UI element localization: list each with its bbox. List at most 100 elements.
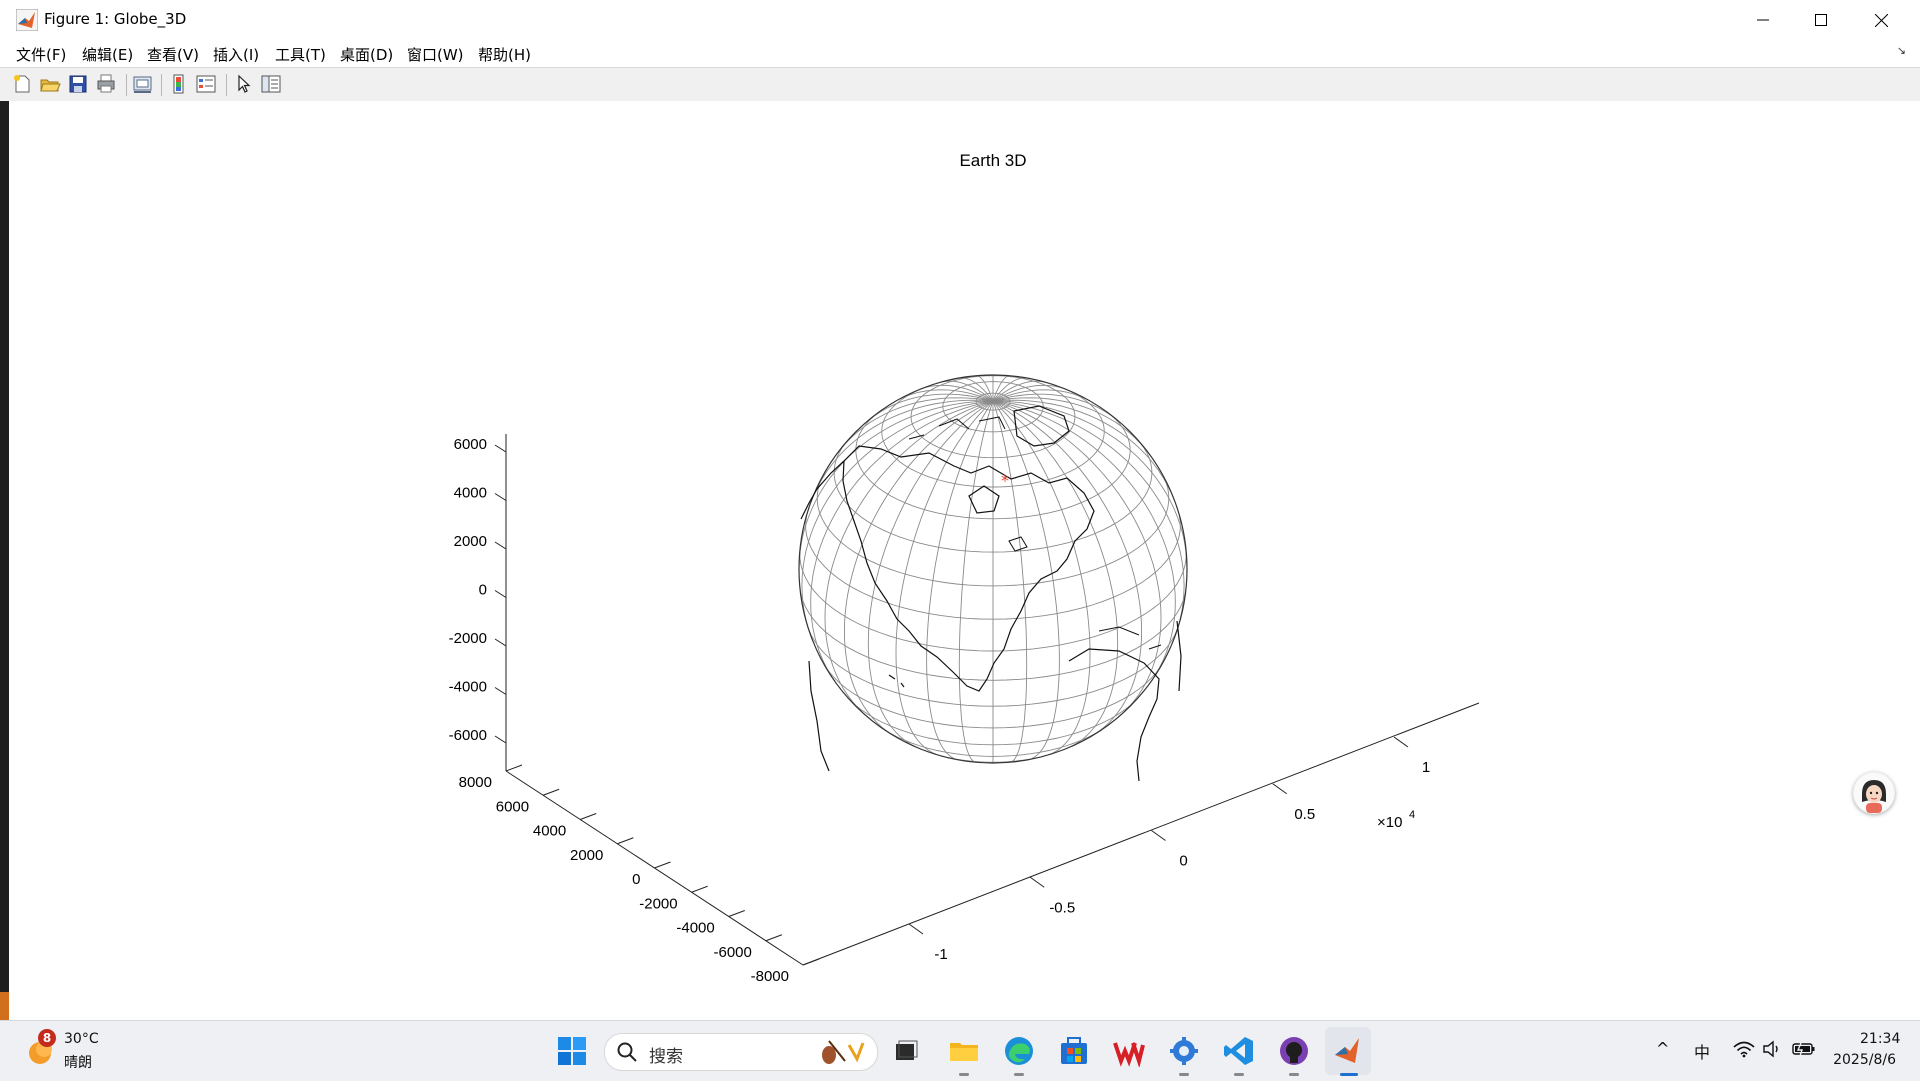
y-tick-label: 0	[632, 871, 640, 888]
coast-alaska	[800, 460, 845, 520]
y-tick-label: 8000	[459, 774, 492, 791]
coast-north-america	[842, 445, 1095, 692]
globe-grid-line	[992, 400, 1028, 763]
search-highlight-violin-icon	[822, 1040, 865, 1064]
x-tick-mark	[1151, 830, 1166, 841]
x-tick-label: -0.5	[1049, 899, 1075, 916]
x-exponent-power: 4	[1409, 809, 1415, 821]
globe-grid-line	[801, 400, 994, 629]
z-tick-label: -4000	[449, 679, 487, 696]
x-axis-line	[802, 702, 1480, 966]
colorbar-icon[interactable]	[168, 73, 190, 95]
z-tick-label: 2000	[454, 533, 487, 550]
globe-grid-line	[867, 393, 994, 421]
figure-window: Figure 1: Globe_3D 文件(F) 编辑(E) 查看(V) 插入(…	[0, 0, 1920, 1020]
battery-icon[interactable]	[1792, 1041, 1816, 1057]
matlab-taskbar-icon[interactable]	[1333, 1035, 1365, 1067]
select-cursor-icon[interactable]	[233, 73, 255, 95]
active-indicator	[1340, 1073, 1358, 1076]
open-file-icon[interactable]	[39, 73, 61, 95]
minimize-button[interactable]	[1734, 0, 1792, 40]
globe-grid-line	[992, 400, 1060, 760]
z-tick-label: -6000	[449, 727, 487, 744]
globe-grid-line	[959, 377, 994, 402]
coast-arctic-islands	[908, 416, 1006, 440]
volume-icon[interactable]	[1762, 1040, 1782, 1058]
z-tick-label: 0	[479, 582, 487, 599]
maximize-button[interactable]	[1792, 0, 1850, 40]
legend-icon[interactable]	[195, 73, 217, 95]
running-indicator	[959, 1073, 969, 1076]
menu-help[interactable]: 帮助(H)	[478, 46, 531, 64]
menu-file[interactable]: 文件(F)	[16, 46, 67, 64]
save-icon[interactable]	[67, 73, 89, 95]
globe-grid-line	[824, 400, 994, 713]
edge-icon[interactable]	[1003, 1035, 1035, 1067]
toolbar-separator	[126, 74, 127, 96]
vscode-icon[interactable]	[1223, 1035, 1255, 1067]
globe-grid-line	[895, 400, 994, 755]
menu-dock-arrow[interactable]: ↘	[1896, 44, 1906, 57]
title-bar: Figure 1: Globe_3D	[0, 0, 1920, 41]
globe-grid-line	[992, 400, 1188, 570]
figure-canvas[interactable]: Earth 3D 6000 4000 2000 0 -2000 -4000 -6000 80…	[9, 101, 1920, 1020]
z-tick-mark	[494, 493, 507, 501]
wps-icon[interactable]	[1113, 1035, 1145, 1067]
y-tick-label: -8000	[751, 968, 789, 985]
globe-grid-line	[810, 399, 994, 502]
clock-time[interactable]: 21:34	[1860, 1031, 1901, 1047]
globe-grid-line	[992, 400, 1185, 629]
globe-grid-line	[992, 400, 1091, 755]
menu-tools[interactable]: 工具(T)	[275, 46, 326, 64]
menu-desktop[interactable]: 桌面(D)	[340, 46, 394, 64]
globe-grid-line	[940, 380, 994, 402]
z-tick-label: 4000	[454, 485, 487, 502]
globe-grid-line	[919, 384, 994, 402]
print-icon[interactable]	[95, 73, 117, 95]
close-button[interactable]	[1852, 0, 1910, 40]
y-tick-label: 4000	[533, 823, 566, 840]
settings-app-icon[interactable]	[1168, 1035, 1200, 1067]
taskbar-search-box[interactable]: 搜索	[604, 1033, 878, 1071]
task-view-icon[interactable]	[890, 1035, 922, 1067]
y-tick-mark	[580, 813, 597, 820]
x-axis-ticks: -1 -0.5 0 0.5 1	[908, 736, 1430, 963]
taskbar: 8 30°C 晴朗 搜索	[0, 1020, 1920, 1081]
menu-view[interactable]: 查看(V)	[147, 46, 199, 64]
store-icon[interactable]	[1058, 1035, 1090, 1067]
menu-edit[interactable]: 编辑(E)	[82, 46, 134, 64]
tray-overflow-chevron[interactable]: ^	[1656, 1039, 1670, 1058]
assistant-avatar[interactable]	[1853, 772, 1895, 814]
ime-indicator[interactable]: 中	[1694, 1043, 1711, 1062]
menu-window[interactable]: 窗口(W)	[407, 46, 464, 64]
file-explorer-icon[interactable]	[948, 1035, 980, 1067]
clock-date[interactable]: 2025/8/6	[1833, 1052, 1896, 1068]
property-inspector-icon[interactable]	[260, 73, 282, 95]
github-desktop-icon[interactable]	[1278, 1035, 1310, 1067]
menu-bar: 文件(F) 编辑(E) 查看(V) 插入(I) 工具(T) 桌面(D) 窗口(W…	[0, 40, 1920, 66]
new-figure-icon[interactable]	[11, 73, 33, 95]
marker-point: *	[1001, 471, 1009, 490]
y-tick-mark	[802, 958, 820, 966]
x-tick-label: 1	[1422, 759, 1430, 776]
menu-insert[interactable]: 插入(I)	[213, 46, 260, 64]
windows-start-icon[interactable]	[556, 1035, 588, 1067]
avatar-icon	[1854, 773, 1894, 813]
wifi-icon[interactable]	[1733, 1040, 1755, 1058]
matlab-icon	[16, 9, 38, 31]
globe-grid-line	[992, 400, 1143, 736]
z-tick-mark	[494, 638, 507, 647]
globe-outline	[798, 374, 1188, 764]
running-indicator	[1179, 1073, 1189, 1076]
running-indicator	[1234, 1073, 1244, 1076]
z-axis-ticks: 6000 4000 2000 0 -2000 -4000 -6000	[449, 436, 507, 744]
y-tick-mark	[617, 837, 634, 845]
y-tick-mark	[765, 934, 783, 942]
weather-badge: 8	[38, 1029, 56, 1047]
z-tick-mark	[494, 541, 507, 550]
link-plot-icon[interactable]	[132, 73, 154, 95]
x-tick-label: -1	[934, 946, 947, 963]
globe-grid-line	[992, 399, 1176, 502]
